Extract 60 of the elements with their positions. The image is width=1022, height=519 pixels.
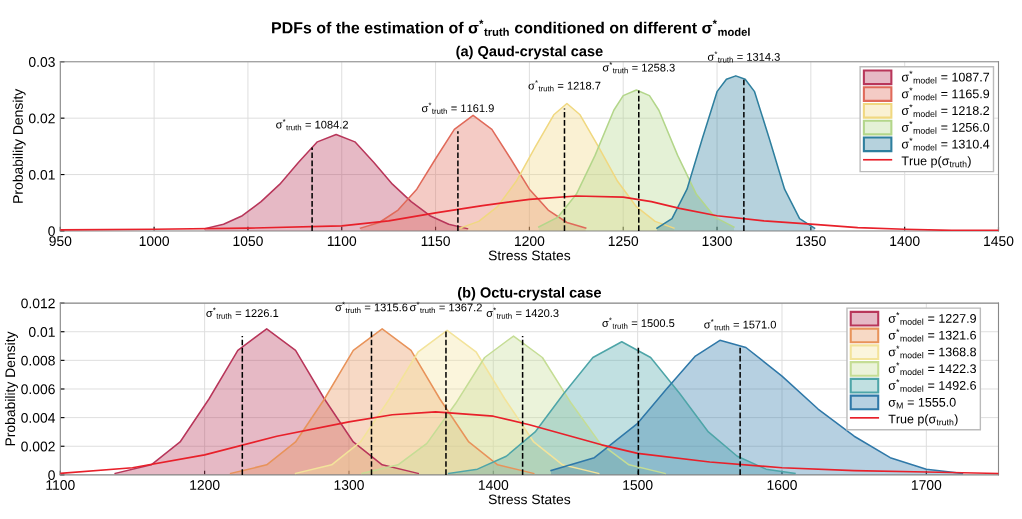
y-tick-label: 0 (48, 226, 55, 237)
legend-label: True p(σ$_{truth}$) (901, 156, 971, 168)
x-tick-label: 1500 (623, 480, 653, 490)
y-tick-label: 0.01 (28, 169, 55, 180)
x-tick-label: 1400 (478, 480, 509, 490)
y-axis-title: Probability Density (12, 88, 26, 203)
x-tick-label: 1200 (515, 236, 545, 247)
chart-subtitle: (b) Octu-crystal case (458, 286, 602, 301)
x-tick-label: 1050 (233, 236, 263, 247)
x-tick-label: 1600 (767, 480, 797, 490)
legend-label: σ$^{*}$$_{model}$ = 1310.4 (901, 137, 990, 151)
legend-label: σ$^{*}$$_{model}$ = 1218.2 (901, 104, 990, 117)
legend-label: σ$^{*}$$_{model}$ = 1165.9 (901, 87, 990, 101)
annotation: σ$^{*}$$_{truth}$ = 1226.1 (206, 307, 279, 319)
x-tick-label: 1250 (608, 236, 639, 247)
y-axis-title: Probability Density (4, 331, 18, 446)
x-tick-label: 1350 (796, 236, 826, 247)
y-tick-label: 0.006 (21, 384, 55, 395)
legend-label: σ$^{*}$$_{model}$ = 1492.6 (888, 379, 977, 392)
annotation: σ$^{*}$$_{truth}$ = 1420.3 (486, 307, 559, 319)
legend-label: True p(σ$_{truth}$) (888, 414, 958, 426)
legend-label: σ$^{*}$$_{model}$ = 1422.3 (888, 362, 977, 376)
annotation: σ$^{*}$$_{truth}$ = 1314.3 (707, 51, 780, 63)
legend-label: σ$^{*}$$_{model}$ = 1227.9 (888, 312, 976, 325)
annotation: σ$^{*}$$_{truth}$ = 1500.5 (602, 317, 675, 329)
annotation: σ$^{*}$$_{truth}$ = 1315.6 (335, 301, 408, 314)
legend-label: σ$^{*}$$_{model}$ = 1087.7 (901, 70, 990, 84)
x-tick-label: 1150 (421, 236, 450, 247)
y-tick-label: 0.004 (21, 412, 56, 423)
x-tick-label: 1000 (139, 236, 170, 247)
legend-label: σ$^{*}$$_{model}$ = 1368.8 (888, 345, 977, 359)
x-axis-title: Stress States (488, 494, 571, 505)
legend-label: σ$^{*}$$_{model}$ = 1321.6 (888, 328, 977, 342)
chart-title: PDFs of the estimation of σ$^{*}$$_{truth}$ conditioned on different σ$^{*}$$_{model}$ (272, 19, 750, 36)
x-tick-label: 1300 (702, 236, 732, 247)
annotation: σ$^{*}$$_{truth}$ = 1218.7 (528, 80, 601, 92)
x-axis-title: Stress States (488, 250, 571, 261)
y-tick-label: 0 (48, 470, 55, 481)
chart-subtitle: (a) Qaud-crystal case (456, 45, 603, 60)
annotation: σ$^{*}$$_{truth}$ = 1367.2 (409, 301, 482, 314)
y-tick-label: 0.002 (21, 441, 55, 452)
x-tick-label: 1450 (984, 236, 1014, 247)
x-tick-label: 1400 (890, 236, 920, 247)
y-tick-label: 0.012 (21, 298, 55, 309)
x-tick-label: 1100 (46, 480, 75, 490)
x-tick-label: 1100 (327, 236, 357, 247)
legend-label: σ$_{M}$ = 1555.0 (888, 397, 956, 409)
y-tick-label: 0.02 (28, 113, 55, 124)
annotation: σ$^{*}$$_{truth}$ = 1258.3 (602, 62, 675, 74)
x-tick-label: 1700 (911, 480, 942, 490)
y-tick-label: 0.03 (28, 57, 55, 67)
x-tick-label: 950 (49, 236, 72, 247)
y-tick-label: 0.008 (21, 355, 55, 366)
annotation: σ$^{*}$$_{truth}$ = 1161.9 (421, 102, 494, 114)
x-tick-label: 1300 (334, 480, 364, 490)
annotation: σ$^{*}$$_{truth}$ = 1084.2 (276, 118, 348, 131)
y-tick-label: 0.01 (28, 327, 55, 337)
x-tick-label: 1200 (190, 480, 220, 490)
annotation: σ$^{*}$$_{truth}$ = 1571.0 (704, 318, 776, 331)
legend-label: σ$^{*}$$_{model}$ = 1256.0 (901, 121, 990, 134)
